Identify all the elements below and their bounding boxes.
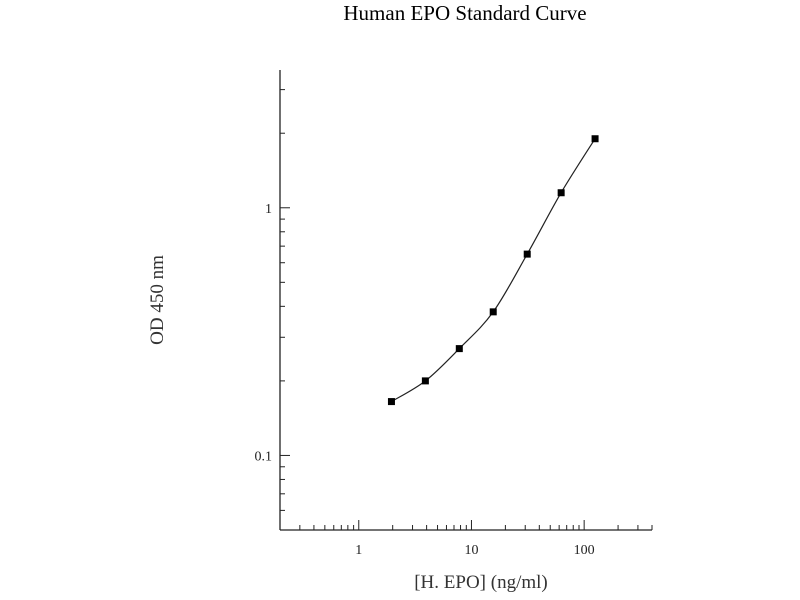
y-tick-labels: 0.11 [255, 202, 273, 465]
fit-curve-line [391, 138, 596, 403]
x-tick-label: 100 [574, 543, 595, 558]
y-tick-label: 1 [265, 202, 272, 217]
y-tick-label: 0.1 [255, 449, 273, 464]
data-point [591, 135, 599, 143]
data-point [387, 398, 395, 406]
data-point [523, 250, 531, 258]
chart-title: Human EPO Standard Curve [343, 1, 586, 25]
data-point [557, 189, 565, 197]
x-tick-labels: 1 10 100 [355, 543, 594, 558]
data-point [455, 345, 463, 353]
x-axis-label: [H. EPO] (ng/ml) [414, 572, 548, 593]
x-ticks [279, 520, 653, 530]
data-point [489, 308, 497, 316]
y-axis-label: OD 450 nm [147, 255, 168, 345]
x-tick-label: 1 [355, 543, 362, 558]
data-point [421, 377, 429, 385]
y-ticks [280, 89, 290, 531]
data-points [387, 135, 599, 406]
x-tick-label: 10 [464, 543, 478, 558]
